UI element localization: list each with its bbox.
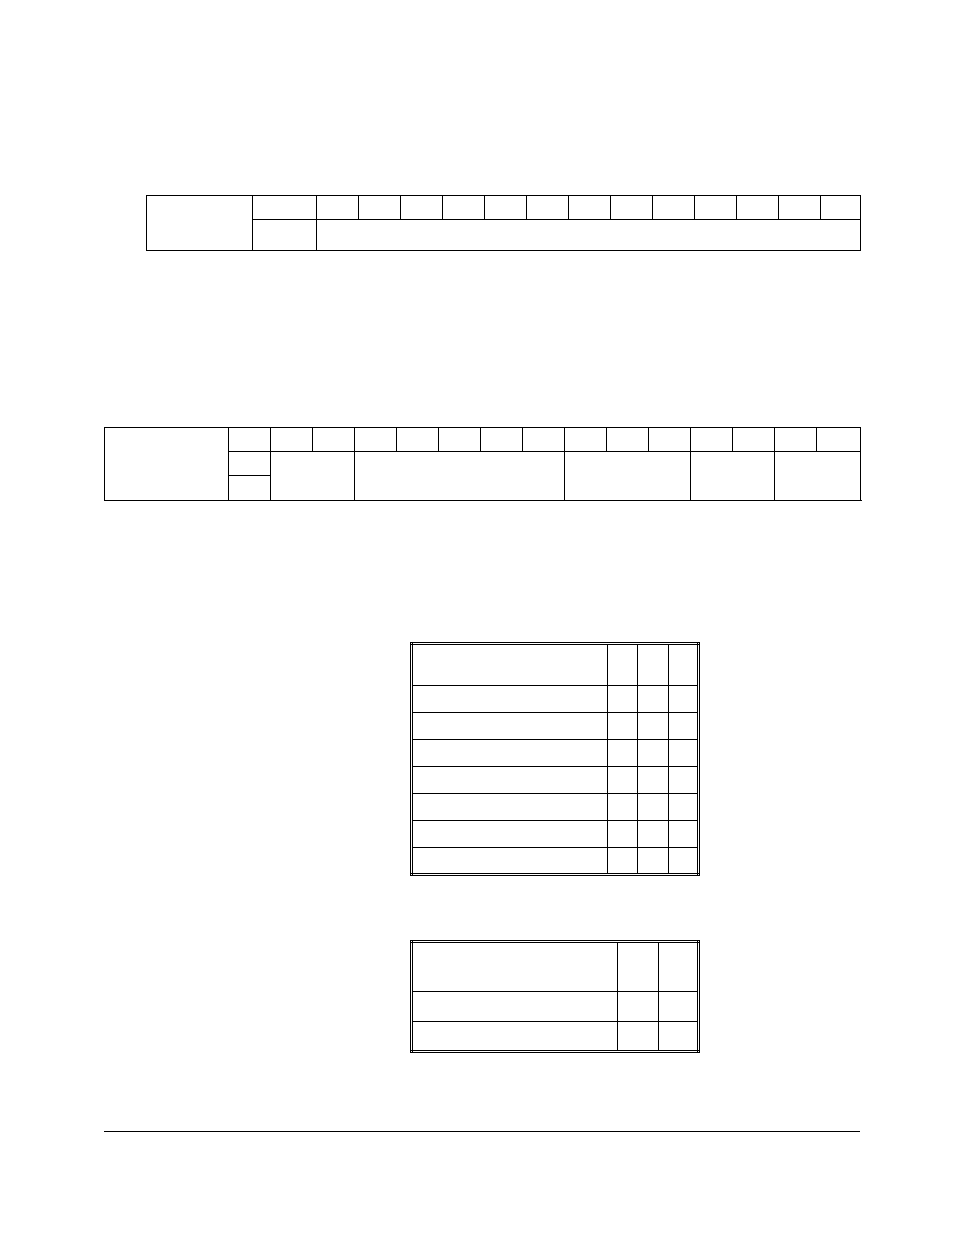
t3-r1c3: [668, 686, 698, 713]
t2-r0c7: [481, 428, 523, 452]
t1-r0c4: [401, 196, 443, 220]
t4-r1c2: [658, 992, 698, 1022]
t3-r3c0: [412, 740, 608, 767]
t2-r0c14: [775, 428, 817, 452]
t4-r2c0: [412, 1022, 618, 1052]
t3-r5c3: [668, 794, 698, 821]
t3-r2c3: [668, 713, 698, 740]
t3-r4c0: [412, 767, 608, 794]
t3-r4c2: [638, 767, 668, 794]
t1-r0c2: [317, 196, 359, 220]
t2-r0c13: [733, 428, 775, 452]
register-table-2: [104, 427, 861, 501]
page: [0, 0, 954, 1235]
t3-h3: [668, 644, 698, 686]
t2-m5: [775, 452, 861, 501]
t2-m1: [271, 452, 355, 501]
t1-r0c6: [485, 196, 527, 220]
t2-r0c10: [607, 428, 649, 452]
t2-r0c9: [565, 428, 607, 452]
t1-r0c7: [527, 196, 569, 220]
t3-r2c2: [638, 713, 668, 740]
t3-r6c0: [412, 821, 608, 848]
t1-r1-merged: [317, 220, 861, 251]
t2-r0c12: [691, 428, 733, 452]
t1-r0c5: [443, 196, 485, 220]
t4-r2c1: [618, 1022, 658, 1052]
t2-r0c1: [229, 428, 271, 452]
t3-r6c1: [608, 821, 638, 848]
t3-r1c2: [638, 686, 668, 713]
t3-r3c2: [638, 740, 668, 767]
t3-r5c1: [608, 794, 638, 821]
t1-rowhdr: [147, 196, 253, 251]
t2-r0c8: [523, 428, 565, 452]
t4-h2: [658, 942, 698, 992]
t1-r1c1: [253, 220, 317, 251]
t3-r7c2: [638, 848, 668, 875]
t2-m3: [565, 452, 691, 501]
footer-rule: [104, 1131, 860, 1132]
options-table-2: [410, 940, 700, 1053]
t3-h1: [608, 644, 638, 686]
t1-r0c10: [653, 196, 695, 220]
t2-r2c1: [229, 476, 271, 501]
t2-r0c2: [271, 428, 313, 452]
t3-r1c1: [608, 686, 638, 713]
t1-r0c1: [253, 196, 317, 220]
t1-r0c8: [569, 196, 611, 220]
t3-r7c0: [412, 848, 608, 875]
t2-r0c15: [817, 428, 861, 452]
t2-rowhdr: [105, 428, 229, 501]
t3-r7c1: [608, 848, 638, 875]
t1-r0c13: [779, 196, 821, 220]
t3-h0: [412, 644, 608, 686]
t4-h1: [618, 942, 658, 992]
t2-m2: [355, 452, 565, 501]
t3-r2c1: [608, 713, 638, 740]
t3-r6c2: [638, 821, 668, 848]
t2-r0c3: [313, 428, 355, 452]
t1-r0c9: [611, 196, 653, 220]
register-table-1: [146, 195, 861, 251]
t1-r0c12: [737, 196, 779, 220]
t3-h2: [638, 644, 668, 686]
t3-r1c0: [412, 686, 608, 713]
t2-r0c11: [649, 428, 691, 452]
t1-r0c3: [359, 196, 401, 220]
t2-r1c1: [229, 452, 271, 476]
t2-r0c6: [439, 428, 481, 452]
t4-h0: [412, 942, 618, 992]
t1-r0c14: [821, 196, 861, 220]
t3-r3c3: [668, 740, 698, 767]
t2-r0c5: [397, 428, 439, 452]
t3-r6c3: [668, 821, 698, 848]
t4-r2c2: [658, 1022, 698, 1052]
t3-r3c1: [608, 740, 638, 767]
t3-r2c0: [412, 713, 608, 740]
t4-r1c0: [412, 992, 618, 1022]
t3-r4c3: [668, 767, 698, 794]
t2-m4: [691, 452, 775, 501]
t3-r4c1: [608, 767, 638, 794]
t1-r0c11: [695, 196, 737, 220]
t4-r1c1: [618, 992, 658, 1022]
t2-r0c4: [355, 428, 397, 452]
t3-r5c0: [412, 794, 608, 821]
t3-r5c2: [638, 794, 668, 821]
options-table-1: [410, 642, 700, 876]
t3-r7c3: [668, 848, 698, 875]
